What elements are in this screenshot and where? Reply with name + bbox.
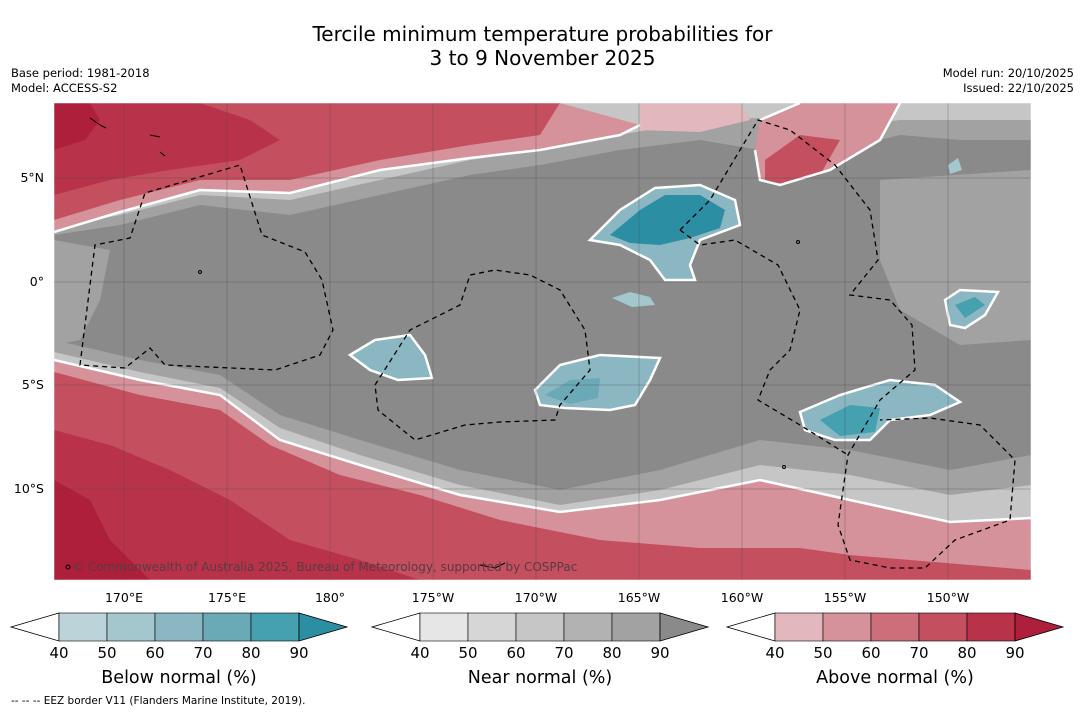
lon-label-150w: 150°W [926, 590, 970, 605]
colorbar-near-segment [611, 612, 661, 642]
colorbar-above-tick: 80 [957, 644, 977, 662]
lat-label-5n: 5°N [20, 170, 44, 185]
colorbar-below-tick: 70 [193, 644, 213, 662]
colorbar-above-segment [774, 612, 824, 642]
colorbar-below-segment [58, 612, 108, 642]
lat-label-10s: 10°S [13, 481, 44, 496]
colorbar-below-segment [250, 612, 300, 642]
lat-label-0: 0° [29, 274, 44, 289]
colorbar-below-tick: 60 [145, 644, 165, 662]
title-line-2: 3 to 9 November 2025 [429, 46, 656, 70]
lon-label-175w: 175°W [411, 590, 455, 605]
meta-right: Model run: 20/10/2025 Issued: 22/10/2025 [943, 66, 1074, 96]
colorbar-below-tick: 80 [241, 644, 261, 662]
colorbar-above-tick: 50 [813, 644, 833, 662]
colorbar-above-segment [870, 612, 920, 642]
colorbar-near-tick: 50 [458, 644, 478, 662]
issued-date: Issued: 22/10/2025 [963, 81, 1074, 95]
below-normal-far-east-core [955, 297, 985, 318]
above-normal-south-mid [54, 372, 1031, 580]
lon-label-160w: 160°W [720, 590, 764, 605]
colorbar-above-high-extend [1014, 612, 1065, 642]
colorbar-near-segment [467, 612, 517, 642]
colorbars [9, 612, 1065, 642]
base-period: Base period: 1981-2018 [11, 66, 150, 80]
colorbar-below-tick: 50 [97, 644, 117, 662]
colorbar-above-title: Above normal (%) [816, 668, 974, 688]
colorbar-above-segment [918, 612, 968, 642]
model-run: Model run: 20/10/2025 [942, 66, 1074, 80]
below-normal-east-core [820, 405, 880, 436]
eez-borders [79, 119, 1016, 569]
copyright-text: © Commonwealth of Australia 2025, Bureau… [72, 560, 577, 574]
below-normal-central-small [612, 292, 655, 307]
meta-left: Base period: 1981-2018 Model: ACCESS-S2 [11, 66, 150, 96]
above-normal-south-darkest [54, 480, 150, 580]
lon-label-175e: 175°E [207, 590, 246, 605]
near-normal-west [54, 240, 110, 345]
colorbar-above-low-extend [725, 612, 776, 642]
colorbar-near-tick: 80 [602, 644, 622, 662]
colorbar-near-segment [419, 612, 469, 642]
colorbar-near-segment [515, 612, 565, 642]
colorbar-above-segment [822, 612, 872, 642]
colorbar-above-segment [966, 612, 1016, 642]
colorbar-below-tick: 90 [289, 644, 309, 662]
below-normal-ne-small [948, 158, 962, 174]
colorbar-above-tick: 60 [861, 644, 881, 662]
lon-label-155w: 155°W [823, 590, 867, 605]
colorbar-below-segment [106, 612, 156, 642]
colorbar-below-tick: 40 [49, 644, 69, 662]
colorbar-near-tick: 60 [506, 644, 526, 662]
colorbar-near-high-extend [659, 612, 710, 642]
map-title: Tercile minimum temperature probabilitie… [0, 22, 1085, 70]
title-line-1: Tercile minimum temperature probabilitie… [312, 22, 773, 46]
below-normal-west [350, 335, 432, 380]
colorbar-near-low-extend [370, 612, 421, 642]
colorbar-near-tick: 70 [554, 644, 574, 662]
colorbar-near-tick: 90 [650, 644, 670, 662]
map-panel: © Commonwealth of Australia 2025, Bureau… [54, 103, 1031, 580]
graticule [54, 103, 1031, 580]
model-name: Model: ACCESS-S2 [11, 81, 118, 95]
colorbar-above-tick: 90 [1005, 644, 1025, 662]
above-normal-north-pink [640, 103, 750, 132]
above-normal-north-darkest [54, 103, 100, 150]
lon-label-165w: 165°W [617, 590, 661, 605]
colorbar-near-tick: 40 [410, 644, 430, 662]
colorbar-above-tick: 40 [765, 644, 785, 662]
colorbar-near-segment [563, 612, 613, 642]
colorbar-below-segment [154, 612, 204, 642]
above-normal-north-dark [54, 103, 280, 195]
islands [65, 117, 800, 570]
lon-label-170w: 170°W [514, 590, 558, 605]
eez-footer-note: -- -- -- EEZ border V11 (Flanders Marine… [11, 695, 306, 707]
map-frame [53, 102, 1032, 581]
colorbar-below-title: Below normal (%) [101, 668, 257, 688]
colorbar-near-title: Near normal (%) [467, 668, 613, 688]
lat-label-5s: 5°S [21, 377, 44, 392]
colorbar-below-low-extend [9, 612, 60, 642]
colorbar-below-high-extend [298, 612, 349, 642]
lon-label-180: 180° [314, 590, 346, 605]
lon-label-170e: 170°E [104, 590, 143, 605]
above-normal-south-dark [54, 430, 420, 580]
colorbar-above-tick: 70 [909, 644, 929, 662]
colorbar-below-segment [202, 612, 252, 642]
